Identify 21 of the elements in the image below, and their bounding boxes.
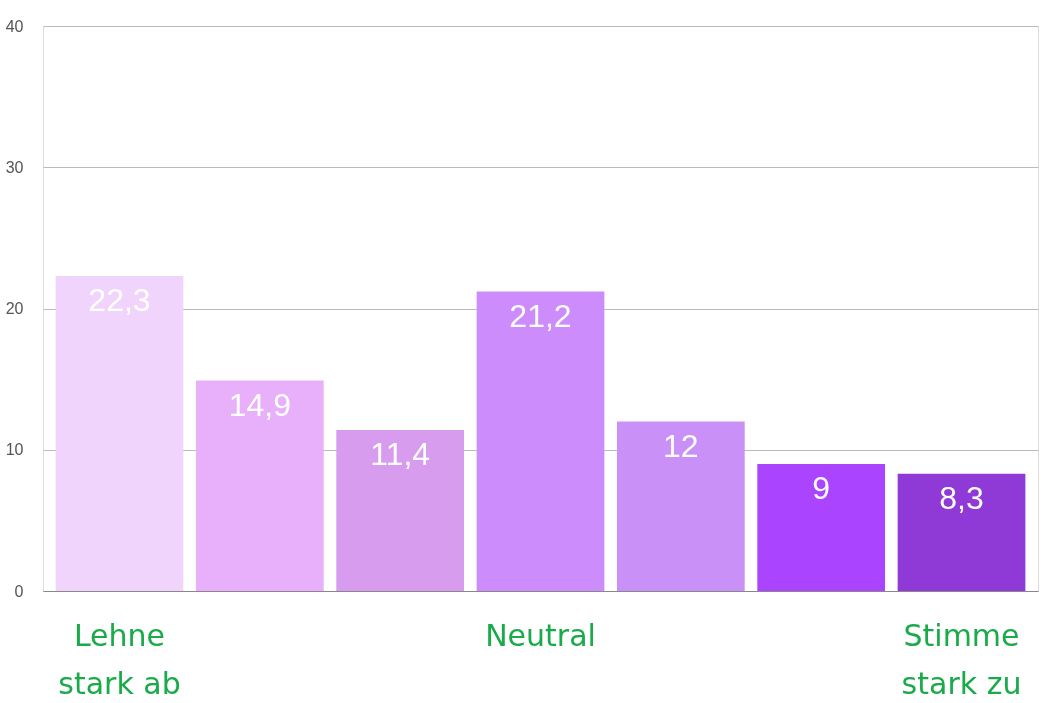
y-tick-label: 20 — [5, 300, 24, 317]
bar — [476, 291, 605, 591]
x-tick-label: Lehne stark ab — [58, 617, 181, 701]
data-label: 21,2 — [509, 297, 572, 334]
bar — [616, 421, 745, 591]
bar — [336, 429, 465, 591]
bar — [897, 473, 1026, 591]
data-label: 11,4 — [370, 435, 431, 472]
x-tick-label: Stimme stark zu — [901, 617, 1022, 701]
data-label: 8,3 — [939, 479, 984, 516]
data-label: 14,9 — [228, 386, 291, 423]
data-label: 12 — [663, 427, 699, 464]
bar — [55, 276, 184, 591]
y-tick-label: 10 — [5, 441, 24, 459]
y-tick-label: 30 — [5, 158, 24, 176]
data-label: 9 — [812, 469, 831, 506]
bar — [757, 463, 886, 591]
x-tick-label: Neutral — [485, 617, 596, 653]
bar — [195, 380, 324, 591]
y-tick-label: 0 — [14, 582, 24, 600]
y-tick-label: 40 — [5, 17, 24, 35]
